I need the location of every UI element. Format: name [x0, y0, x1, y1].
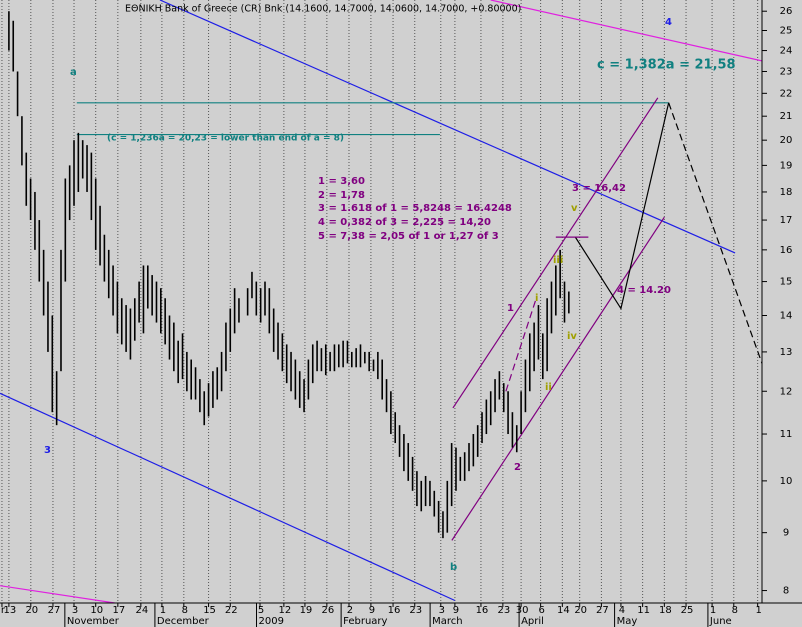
x-tick-label: 26 [321, 605, 334, 616]
annotation: iii [553, 255, 563, 266]
y-tick-label: 14 [780, 310, 793, 321]
annotation: 3 = 16,42 [572, 183, 626, 194]
annotation: a [70, 67, 77, 78]
annotation: 4 [665, 17, 672, 28]
x-tick-label: 4 [619, 605, 625, 616]
x-tick-label: 1 [755, 605, 761, 616]
x-tick-label: 24 [135, 605, 148, 616]
x-tick-label: 19 [300, 605, 313, 616]
x-tick-label: 13 [4, 605, 17, 616]
x-tick-label: 12 [279, 605, 292, 616]
x-tick-label: 16 [388, 605, 401, 616]
x-tick-label: 11 [637, 605, 650, 616]
chart-title: ΕΘΝΙΚΗ Bank of Greece (CR) Bnk (14.1600,… [125, 4, 521, 15]
y-tick-label: 19 [780, 160, 793, 171]
month-label: May [617, 616, 638, 627]
x-tick-label: 10 [90, 605, 103, 616]
y-tick-label: 13 [780, 347, 793, 358]
annotation: b [450, 562, 457, 573]
x-tick-label: 20 [574, 605, 587, 616]
y-tick-label: 23 [780, 66, 793, 77]
y-tick-label: 8 [783, 586, 789, 597]
x-tick-label: 25 [681, 605, 694, 616]
x-tick-label: 3 [72, 605, 78, 616]
trend-line [452, 97, 659, 409]
month-label: February [343, 616, 387, 627]
annotation: 4 = 0,382 of 3 = 2,225 = 14,20 [318, 217, 491, 228]
month-label: June [709, 616, 732, 627]
month-label: November [67, 616, 120, 627]
annotation: iv [567, 331, 577, 342]
trend-line [0, 392, 456, 602]
trend-line [574, 102, 670, 311]
month-label: December [157, 616, 210, 627]
x-tick-label: 27 [48, 605, 61, 616]
trend-line [159, 0, 736, 254]
y-tick-label: 18 [780, 187, 793, 198]
x-tick-label: 15 [203, 605, 216, 616]
x-tick-label: 27 [596, 605, 609, 616]
y-tick-label: 25 [780, 25, 793, 36]
y-tick-label: 10 [780, 476, 793, 487]
x-tick-label: 8 [182, 605, 188, 616]
x-tick-label: 18 [659, 605, 672, 616]
annotation: 3 [44, 445, 51, 456]
annotation: v [571, 203, 578, 214]
month-label: March [432, 616, 462, 627]
x-tick-label: 30 [516, 605, 529, 616]
annotation: 5 = 7,38 = 2,05 of 1 or 1,27 of 3 [318, 231, 499, 242]
y-tick-label: 26 [780, 6, 793, 17]
x-tick-label: 1 [710, 605, 716, 616]
y-tick-label: 15 [780, 277, 793, 288]
annotation: 4 = 14.20 [617, 285, 671, 296]
x-tick-label: 23 [497, 605, 510, 616]
x-tick-label: 14 [557, 605, 570, 616]
annotation: 1 = 3,60 [318, 176, 365, 187]
annotation: 2 = 1,78 [318, 190, 365, 201]
x-tick-label: 5 [258, 605, 264, 616]
x-tick-label: 8 [732, 605, 738, 616]
y-tick-label: 21 [780, 111, 793, 122]
x-tick-label: 1 [160, 605, 166, 616]
month-label: 2009 [258, 616, 283, 627]
y-tick-label: 11 [780, 429, 793, 440]
plot-area [0, 0, 762, 603]
x-tick-label: 2 [347, 605, 353, 616]
y-tick-label: 12 [780, 386, 793, 397]
trend-line [668, 102, 762, 364]
x-tick-label: 3 [439, 605, 445, 616]
x-tick-label: 20 [25, 605, 38, 616]
x-tick-label: 9 [453, 605, 459, 616]
y-tick-label: 9 [783, 528, 789, 539]
x-tick-label: 6 [538, 605, 544, 616]
annotation: 3 = 1.618 of 1 = 5,8248 = 16.4248 [318, 203, 512, 214]
x-tick-label: 17 [112, 605, 125, 616]
x-tick-label: 23 [409, 605, 422, 616]
annotation: 1 [507, 303, 514, 314]
annotation: c = 1,382a = 21,58 [597, 58, 736, 73]
x-tick-label: r [1, 605, 6, 616]
annotation: i [535, 293, 538, 304]
annotation: (c = 1,236a = 20,23 = lower than end of … [107, 134, 344, 144]
y-tick-label: 20 [780, 135, 793, 146]
x-tick-label: 9 [369, 605, 375, 616]
y-tick-label: 16 [780, 245, 793, 256]
trend-line [0, 585, 115, 603]
y-tick-label: 22 [780, 88, 793, 99]
month-label: April [521, 616, 544, 627]
x-tick-label: 16 [476, 605, 489, 616]
trend-line [490, 0, 762, 62]
trend-line [451, 216, 665, 541]
annotation: 2 [514, 462, 521, 473]
y-tick-label: 17 [780, 215, 793, 226]
annotation: ii [545, 382, 552, 393]
y-tick-label: 24 [780, 46, 793, 57]
x-tick-label: 22 [225, 605, 238, 616]
trend-line [505, 298, 537, 392]
